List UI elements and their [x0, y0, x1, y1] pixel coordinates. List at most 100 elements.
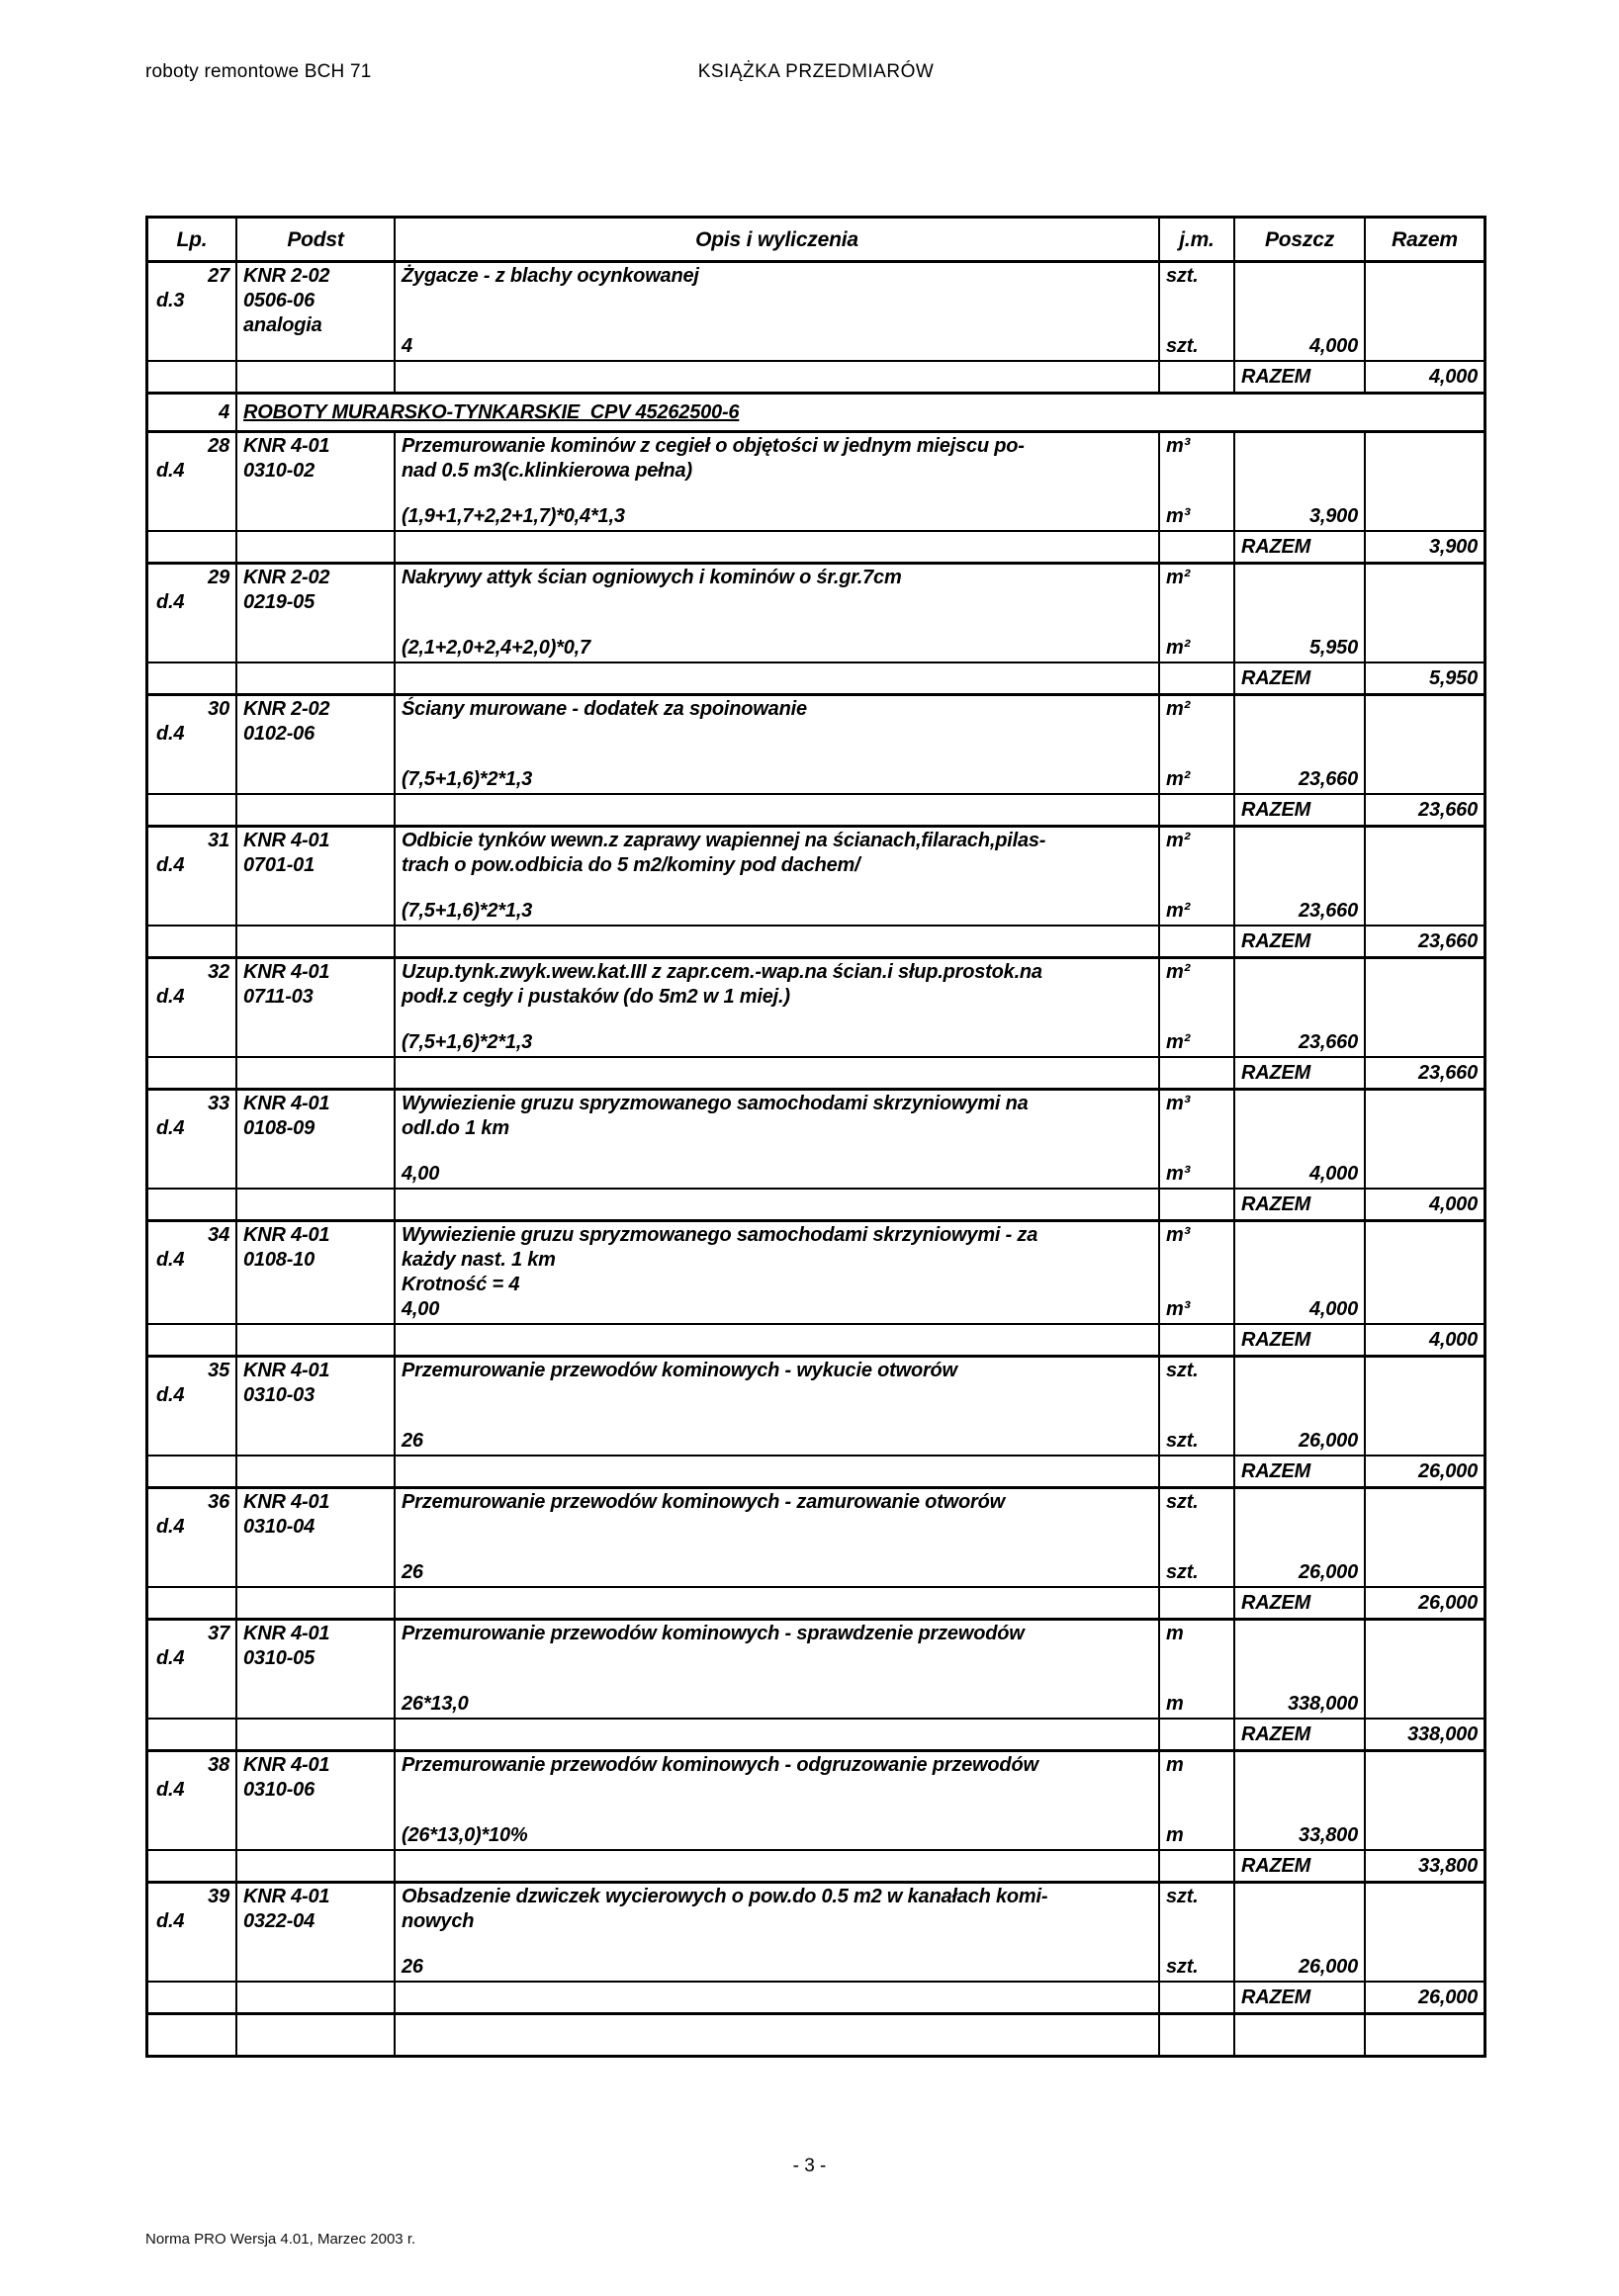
unit-cell: m³ m³: [1160, 1222, 1235, 1323]
table-row: 31 d.4 KNR 4-01 0701-01 Odbicie tynków w…: [148, 828, 1484, 959]
table-row: 32 d.4 KNR 4-01 0711-03 Uzup.tynk.zwyk.w…: [148, 959, 1484, 1091]
unit-of-measure: m²: [1166, 830, 1191, 851]
razem-label: RAZEM: [1235, 1720, 1366, 1749]
column-header-podst: Podst: [237, 219, 396, 260]
item-number: 33: [208, 1093, 229, 1114]
unit-of-measure: szt.: [1166, 1360, 1199, 1381]
partial-value: 3,900: [1308, 505, 1358, 527]
partial-value: 23,660: [1299, 1031, 1358, 1053]
basis-cell: KNR 2-02 0102-06: [237, 696, 396, 793]
page-number: - 3 -: [792, 2156, 827, 2176]
partial-value-cell: 338,000: [1235, 1621, 1366, 1718]
table-row: 30 d.4 KNR 2-02 0102-06 Ściany murowane …: [148, 696, 1484, 828]
calculation-expression: (7,5+1,6)*2*1,3: [402, 1031, 533, 1053]
razem-row: RAZEM 33,800: [148, 1849, 1484, 1881]
unit-of-measure: m: [1166, 1693, 1184, 1715]
unit-cell: m² m²: [1160, 828, 1235, 925]
table-row: 37 d.4 KNR 4-01 0310-05 Przemurowanie pr…: [148, 1621, 1484, 1752]
unit-of-measure: szt.: [1166, 265, 1199, 287]
description-cell: Obsadzenie dzwiczek wycierowych o pow.do…: [396, 1884, 1160, 1981]
description-text: Przemurowanie przewodów kominowych - spr…: [402, 1623, 1025, 1644]
basis-cell: KNR 4-01 0701-01: [237, 828, 396, 925]
item-number-cell: 28 d.4: [148, 433, 237, 530]
unit-of-measure: m²: [1166, 698, 1191, 720]
item-section-ref: d.4: [156, 723, 185, 745]
item-number: 36: [208, 1491, 229, 1513]
razem-total: 4,000: [1428, 1328, 1478, 1351]
total-value-cell: [1366, 263, 1484, 360]
item-section-ref: d.4: [156, 1779, 185, 1801]
unit-of-measure: szt.: [1166, 1430, 1199, 1452]
razem-total: 5,950: [1428, 666, 1478, 689]
partial-value-cell: 3,900: [1235, 433, 1366, 530]
item-number: 38: [208, 1754, 229, 1776]
description-text: Wywiezienie gruzu spryzmowanego samochod…: [402, 1224, 1038, 1295]
item-number: 37: [208, 1623, 229, 1644]
item-section-ref: d.4: [156, 1910, 185, 1932]
total-value-cell: [1366, 565, 1484, 662]
unit-cell: szt. szt.: [1160, 1489, 1235, 1586]
description-text: Wywiezienie gruzu spryzmowanego samochod…: [402, 1093, 1029, 1139]
unit-of-measure: szt.: [1166, 1561, 1199, 1583]
item-number: 32: [208, 961, 229, 983]
item-number: 31: [208, 830, 229, 851]
partial-value: 4,000: [1308, 1163, 1358, 1185]
partial-value: 23,660: [1299, 900, 1358, 922]
document-header: roboty remontowe BCH 71 KSIĄŻKA PRZEDMIA…: [145, 61, 1486, 91]
partial-value: 338,000: [1288, 1693, 1358, 1715]
unit-cell: szt. szt.: [1160, 263, 1235, 360]
razem-row: RAZEM 5,950: [148, 662, 1484, 693]
description-cell: Przemurowanie przewodów kominowych - odg…: [396, 1752, 1160, 1849]
calculation-expression: 26: [402, 1430, 423, 1452]
item-number-cell: 39 d.4: [148, 1884, 237, 1981]
calculation-expression: 26: [402, 1561, 423, 1583]
description-cell: Przemurowanie przewodów kominowych - zam…: [396, 1489, 1160, 1586]
razem-label: RAZEM: [1235, 795, 1366, 825]
description-cell: Żygacze - z blachy ocynkowanej 4: [396, 263, 1160, 360]
total-value-cell: [1366, 828, 1484, 925]
razem-total: 23,660: [1418, 1061, 1478, 1084]
column-header-jm: j.m.: [1160, 219, 1235, 260]
item-number-cell: 38 d.4: [148, 1752, 237, 1849]
razem-row: RAZEM 23,660: [148, 793, 1484, 825]
item-section-ref: d.4: [156, 986, 185, 1008]
total-value-cell: [1366, 1489, 1484, 1586]
unit-of-measure: szt.: [1166, 335, 1199, 357]
item-section-ref: d.3: [156, 290, 185, 311]
item-section-ref: d.4: [156, 1647, 185, 1669]
partial-value: 33,800: [1299, 1824, 1358, 1846]
total-value-cell: [1366, 1621, 1484, 1718]
basis-cell: KNR 4-01 0310-03: [237, 1358, 396, 1455]
item-number: 39: [208, 1886, 229, 1907]
unit-of-measure: m³: [1166, 1093, 1191, 1114]
table-row: 33 d.4 KNR 4-01 0108-09 Wywiezienie gruz…: [148, 1091, 1484, 1222]
razem-label: RAZEM: [1235, 927, 1366, 956]
razem-label: RAZEM: [1235, 1325, 1366, 1355]
partial-value-cell: 4,000: [1235, 263, 1366, 360]
partial-value-cell: 5,950: [1235, 565, 1366, 662]
partial-value: 4,000: [1308, 335, 1358, 357]
table-row: 34 d.4 KNR 4-01 0108-10 Wywiezienie gruz…: [148, 1222, 1484, 1358]
table-header-row: Lp. Podst Opis i wyliczenia j.m. Poszcz …: [148, 219, 1484, 263]
basis-cell: KNR 2-02 0506-06 analogia: [237, 263, 396, 360]
description-text: Obsadzenie dzwiczek wycierowych o pow.do…: [402, 1886, 1048, 1932]
description-text: Przemurowanie przewodów kominowych - zam…: [402, 1491, 1005, 1513]
total-value-cell: [1366, 1222, 1484, 1323]
razem-label: RAZEM: [1235, 1457, 1366, 1486]
partial-value: 23,660: [1299, 768, 1358, 790]
razem-row: RAZEM 23,660: [148, 925, 1484, 956]
calculation-expression: (26*13,0)*10%: [402, 1824, 528, 1846]
item-number-cell: 37 d.4: [148, 1621, 237, 1718]
unit-of-measure: m²: [1166, 637, 1191, 659]
item-number: 29: [208, 567, 229, 588]
partial-value: 5,950: [1308, 637, 1358, 659]
empty-bottom-row: [148, 2015, 1484, 2055]
razem-label: RAZEM: [1235, 1851, 1366, 1881]
partial-value-cell: 26,000: [1235, 1884, 1366, 1981]
description-cell: Ściany murowane - dodatek za spoinowanie…: [396, 696, 1160, 793]
document-title: KSIĄŻKA PRZEDMIARÓW: [697, 61, 935, 82]
description-text: Uzup.tynk.zwyk.wew.kat.III z zapr.cem.-w…: [402, 961, 1042, 1008]
partial-value-cell: 26,000: [1235, 1358, 1366, 1455]
total-value-cell: [1366, 433, 1484, 530]
